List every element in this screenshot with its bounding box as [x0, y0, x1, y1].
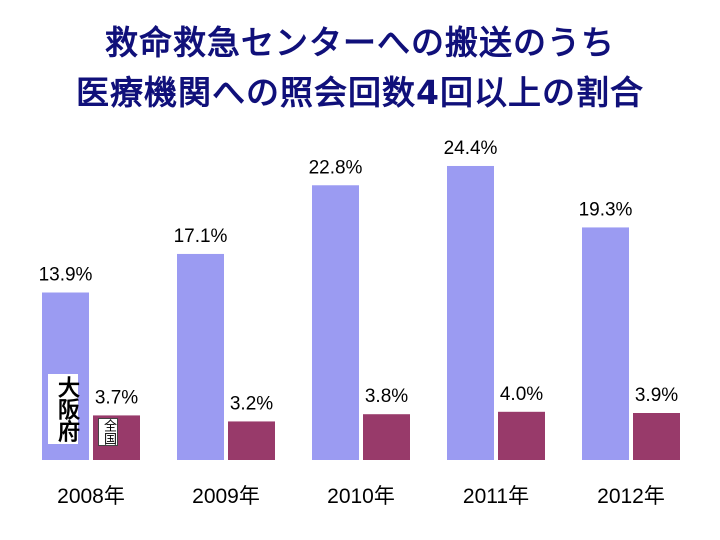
value-label-osaka-3: 24.4%	[444, 138, 498, 159]
value-label-national-1: 3.2%	[230, 393, 273, 414]
bar-osaka-3	[447, 165, 494, 461]
x-tick-label-3: 2011年	[463, 485, 529, 508]
bar-osaka-4	[582, 227, 629, 460]
value-label-national-2: 3.8%	[365, 386, 408, 407]
value-label-osaka-0: 13.9%	[39, 265, 93, 286]
bar-national-1	[228, 421, 275, 460]
bar-national-4	[633, 413, 680, 460]
chart-title-line-2: 医療機関への照会回数4回以上の割合	[76, 73, 644, 112]
value-label-osaka-1: 17.1%	[174, 226, 228, 247]
chart-title-line-1: 救命救急センターへの搬送のうち	[105, 23, 615, 62]
bar-osaka-2	[312, 185, 359, 460]
value-label-osaka-2: 22.8%	[309, 157, 363, 178]
value-label-national-4: 3.9%	[635, 385, 678, 406]
series-label-osaka: 大阪府	[48, 374, 79, 444]
x-tick-label-4: 2012年	[597, 485, 665, 508]
bar-national-2	[363, 414, 410, 460]
x-tick-label-2: 2010年	[327, 485, 395, 508]
x-tick-label-1: 2009年	[192, 485, 260, 508]
value-label-national-3: 4.0%	[500, 384, 543, 405]
value-label-national-0: 3.7%	[95, 387, 138, 408]
bar-national-3	[498, 411, 545, 460]
x-tick-label-0: 2008年	[57, 485, 125, 508]
bar-osaka-1	[177, 253, 224, 460]
value-label-osaka-4: 19.3%	[579, 199, 633, 220]
series-label-national: 全国	[98, 418, 118, 446]
